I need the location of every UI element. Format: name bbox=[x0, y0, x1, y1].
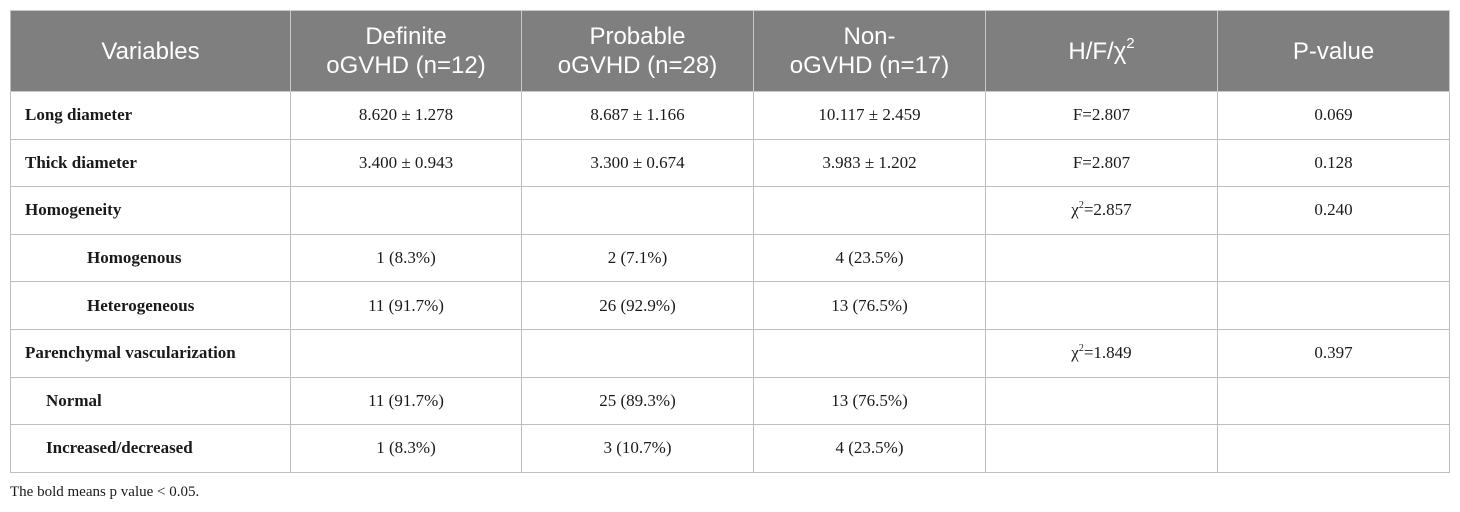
header-probable-ogvhd: Probable oGVHD (n=28) bbox=[521, 10, 754, 92]
header-statistic: H/F/χ2 bbox=[985, 10, 1218, 92]
cell-definite bbox=[290, 186, 522, 235]
cell-non: 4 (23.5%) bbox=[753, 424, 986, 473]
cell-non: 13 (76.5%) bbox=[753, 376, 986, 426]
cell-definite: 11 (91.7%) bbox=[290, 376, 522, 426]
cell-probable bbox=[521, 186, 754, 235]
row-label: Parenchymal vascularization bbox=[10, 328, 291, 378]
cell-statistic bbox=[985, 376, 1218, 426]
cell-non bbox=[753, 328, 986, 378]
cell-definite: 8.620 ± 1.278 bbox=[290, 91, 522, 140]
cell-probable bbox=[521, 328, 754, 378]
cell-definite: 1 (8.3%) bbox=[290, 424, 522, 473]
cell-non: 4 (23.5%) bbox=[753, 233, 986, 283]
row-label: Homogenous bbox=[10, 233, 291, 283]
cell-statistic bbox=[985, 281, 1218, 330]
cell-definite: 3.400 ± 0.943 bbox=[290, 138, 522, 188]
table-row: Heterogeneous 11 (91.7%) 26 (92.9%) 13 (… bbox=[10, 281, 1450, 330]
cell-non: 13 (76.5%) bbox=[753, 281, 986, 330]
header-definite-line2: oGVHD (n=12) bbox=[326, 52, 486, 79]
table-header: Variables Definite oGVHD (n=12) Probable… bbox=[10, 10, 1450, 92]
header-definite-line1: Definite bbox=[365, 23, 447, 50]
header-non-line1: Non- bbox=[843, 23, 896, 50]
cell-p-value: 0.397 bbox=[1217, 328, 1450, 378]
cell-statistic: F=2.807 bbox=[985, 91, 1218, 140]
stat-suffix: =2.857 bbox=[1083, 200, 1132, 220]
cell-probable: 3.300 ± 0.674 bbox=[521, 138, 754, 188]
stat-prefix: χ bbox=[1071, 200, 1079, 220]
cell-p-value bbox=[1217, 281, 1450, 330]
stat-sup: 2 bbox=[1078, 343, 1084, 355]
cell-non: 3.983 ± 1.202 bbox=[753, 138, 986, 188]
table-body: Long diameter 8.620 ± 1.278 8.687 ± 1.16… bbox=[10, 91, 1450, 473]
cell-p-value: 0.128 bbox=[1217, 138, 1450, 188]
header-p-value-text: P-value bbox=[1292, 37, 1375, 65]
header-variables-line1: Variables bbox=[101, 37, 200, 65]
table-row: Increased/decreased 1 (8.3%) 3 (10.7%) 4… bbox=[10, 424, 1450, 473]
header-probable-line1: Probable bbox=[589, 23, 686, 50]
row-label: Thick diameter bbox=[10, 138, 291, 188]
table-footnote: The bold means p value < 0.05. bbox=[10, 484, 200, 500]
cell-probable: 26 (92.9%) bbox=[521, 281, 754, 330]
cell-definite: 11 (91.7%) bbox=[290, 281, 522, 330]
table-row: Homogenous 1 (8.3%) 2 (7.1%) 4 (23.5%) bbox=[10, 233, 1450, 283]
cell-statistic: χ2=2.857 bbox=[985, 186, 1218, 235]
header-p-value: P-value bbox=[1217, 10, 1450, 92]
header-probable-line2: oGVHD (n=28) bbox=[557, 52, 718, 79]
cell-definite: 1 (8.3%) bbox=[290, 233, 522, 283]
row-label: Homogeneity bbox=[10, 186, 291, 235]
cell-p-value: 0.069 bbox=[1217, 91, 1450, 140]
row-label: Long diameter bbox=[10, 91, 291, 140]
header-row: Variables Definite oGVHD (n=12) Probable… bbox=[10, 10, 1450, 92]
cell-statistic bbox=[985, 424, 1218, 473]
cell-probable: 3 (10.7%) bbox=[521, 424, 754, 473]
header-definite-ogvhd: Definite oGVHD (n=12) bbox=[290, 10, 522, 92]
cell-probable: 2 (7.1%) bbox=[521, 233, 754, 283]
row-label: Increased/decreased bbox=[10, 424, 291, 473]
header-variables: Variables bbox=[10, 10, 291, 92]
cell-p-value: 0.240 bbox=[1217, 186, 1450, 235]
cell-p-value bbox=[1217, 376, 1450, 426]
cell-p-value bbox=[1217, 424, 1450, 473]
cell-statistic bbox=[985, 233, 1218, 283]
table-row: Normal 11 (91.7%) 25 (89.3%) 13 (76.5%) bbox=[10, 376, 1450, 426]
cell-definite bbox=[290, 328, 522, 378]
cell-non: 10.117 ± 2.459 bbox=[753, 91, 986, 140]
stat-prefix: χ bbox=[1071, 343, 1079, 363]
row-label: Normal bbox=[10, 376, 291, 426]
table-row: Long diameter 8.620 ± 1.278 8.687 ± 1.16… bbox=[10, 91, 1450, 140]
table-row: Thick diameter 3.400 ± 0.943 3.300 ± 0.6… bbox=[10, 138, 1450, 188]
stat-suffix: =1.849 bbox=[1083, 343, 1132, 363]
header-non-ogvhd: Non- oGVHD (n=17) bbox=[753, 10, 986, 92]
cell-probable: 8.687 ± 1.166 bbox=[521, 91, 754, 140]
header-statistic-text: H/F/χ bbox=[1068, 37, 1127, 65]
cell-statistic: χ2=1.849 bbox=[985, 328, 1218, 378]
header-statistic-sup: 2 bbox=[1126, 34, 1135, 52]
results-table: Variables Definite oGVHD (n=12) Probable… bbox=[10, 10, 1450, 473]
stat-sup: 2 bbox=[1078, 200, 1084, 212]
cell-p-value bbox=[1217, 233, 1450, 283]
cell-non bbox=[753, 186, 986, 235]
table-row: Parenchymal vascularization χ2=1.849 0.3… bbox=[10, 328, 1450, 378]
table-row: Homogeneity χ2=2.857 0.240 bbox=[10, 186, 1450, 235]
cell-probable: 25 (89.3%) bbox=[521, 376, 754, 426]
cell-statistic: F=2.807 bbox=[985, 138, 1218, 188]
header-non-line2: oGVHD (n=17) bbox=[789, 52, 950, 79]
row-label: Heterogeneous bbox=[10, 281, 291, 330]
